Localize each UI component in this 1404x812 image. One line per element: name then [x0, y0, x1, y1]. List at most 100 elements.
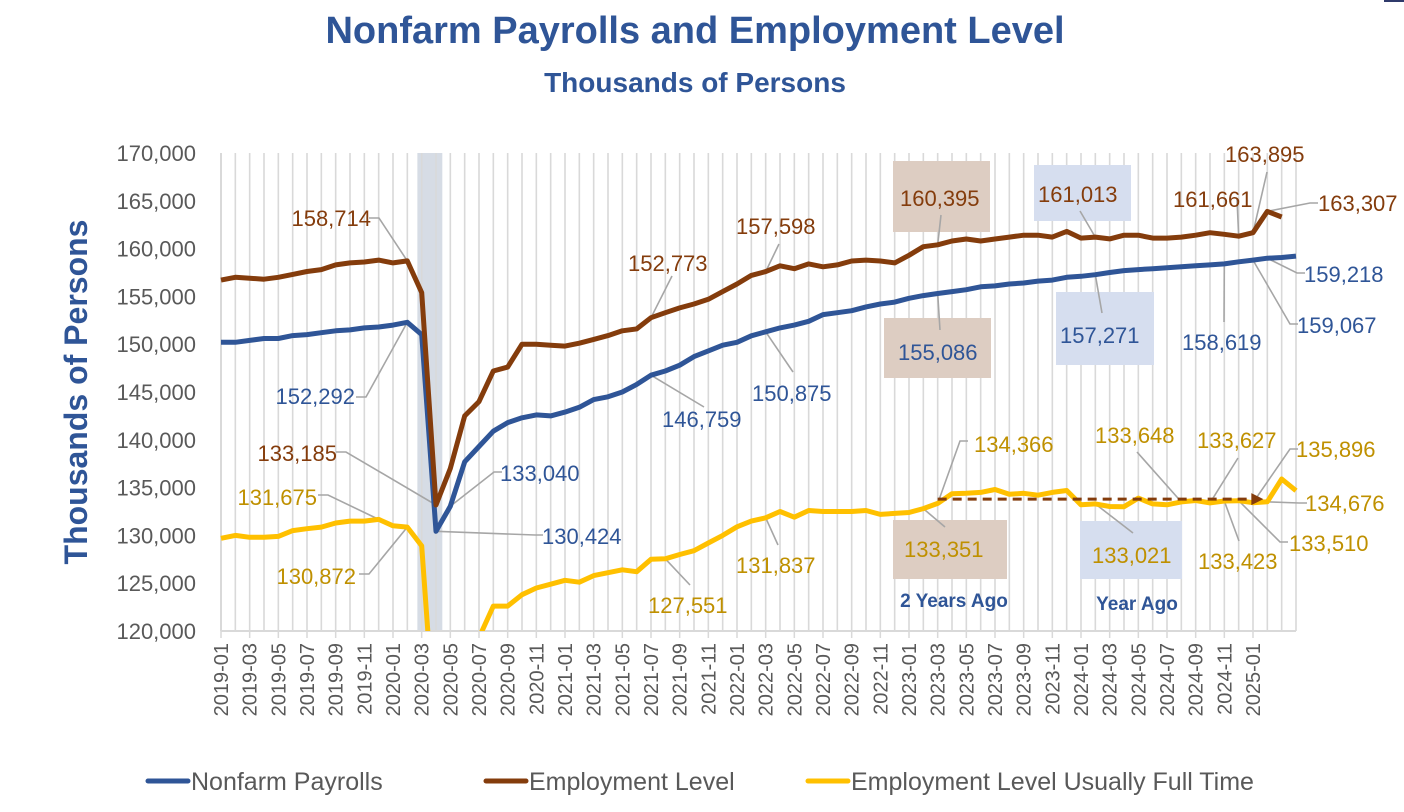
leader-line: [1223, 500, 1240, 542]
period-label: 2 Years Ago: [900, 591, 1008, 612]
data-labels: 158,714 152,292 133,185 131,675 130,872 133,0…: [237, 142, 1397, 618]
leader-line: [650, 374, 705, 408]
x-tick-label: 2019-01: [211, 643, 233, 716]
x-tick-label: 2024-01: [1071, 643, 1093, 716]
x-tick-label: 2021-01: [555, 643, 577, 716]
data-label: 127,551: [648, 593, 728, 618]
x-tick-label: 2020-09: [498, 643, 520, 716]
y-tick-label: 155,000: [116, 284, 196, 309]
x-tick-label: 2022-05: [784, 643, 806, 716]
y-tick-label: 150,000: [116, 332, 196, 357]
leader-line: [356, 321, 409, 398]
x-tick-label: 2024-11: [1214, 643, 1236, 715]
legend-label: Nonfarm Payrolls: [191, 768, 383, 796]
x-tick-label: 2024-07: [1157, 643, 1179, 716]
box-1y-employment: [1034, 165, 1131, 221]
x-tick-label: 2021-05: [612, 643, 634, 716]
x-tick-label: 2022-09: [842, 643, 864, 716]
reference-arrow: [937, 493, 1264, 506]
box-1y-payrolls: [1056, 292, 1154, 365]
leader-lines: [318, 171, 1318, 586]
leader-line: [369, 217, 408, 262]
leader-line: [1094, 503, 1134, 534]
x-tick-label: 2025-01: [1243, 643, 1265, 716]
data-label: 130,872: [276, 564, 356, 589]
period-label: Year Ago: [1096, 594, 1178, 615]
y-tick-label: 145,000: [116, 380, 196, 405]
box-2y-employment: [893, 161, 990, 232]
series-line-employment-level: [220, 208, 1283, 508]
x-tick-label: 2019-09: [326, 643, 348, 716]
leader-line: [936, 440, 968, 504]
data-label: 133,351: [904, 537, 984, 562]
data-label: 134,676: [1305, 491, 1385, 516]
leader-line: [765, 331, 794, 373]
data-label: 131,675: [237, 485, 317, 510]
leader-line: [922, 507, 946, 528]
y-tick-label: 130,000: [116, 523, 196, 548]
x-tick-label: 2020-11: [526, 643, 548, 715]
x-tick-label: 2019-07: [297, 643, 319, 716]
x-tick-label: 2021-11: [698, 643, 720, 715]
leader-line: [336, 451, 437, 506]
x-tick-label: 2024-09: [1186, 643, 1208, 716]
x-tick-label: 2022-07: [813, 643, 835, 716]
y-tick-label: 165,000: [116, 189, 196, 214]
data-label: 133,040: [500, 461, 580, 486]
y-tick-label: 140,000: [116, 428, 196, 453]
x-axis-ticks: 2019-01 2019-03 2019-05 2019-07 2019-09 2019-…: [211, 631, 1265, 716]
x-tick-label: 2023-11: [1042, 643, 1064, 715]
y-axis-ticks: 120,000 125,000 130,000 135,000 140,000 145,0…: [116, 141, 196, 644]
leader-line: [449, 471, 502, 507]
leader-line: [1252, 448, 1298, 504]
data-label: 160,395: [900, 186, 980, 211]
series-lines: [220, 208, 1298, 631]
legend: Nonfarm Payrolls Employment Level Employme…: [145, 768, 1254, 796]
reference-arrow-head: [1251, 493, 1264, 506]
leader-line: [936, 293, 941, 331]
data-label: 133,185: [257, 441, 337, 466]
data-label: 133,510: [1289, 531, 1369, 556]
x-tick-label: 2021-03: [584, 643, 606, 716]
leader-line: [359, 526, 408, 575]
box-2y-payrolls: [884, 318, 991, 378]
leader-line: [764, 517, 779, 546]
x-tick-label: 2023-09: [1014, 643, 1036, 716]
data-label: 133,648: [1095, 423, 1175, 448]
data-label: 131,837: [736, 553, 816, 578]
chart-title: Nonfarm Payrolls and Employment Level: [325, 10, 1064, 52]
x-tick-label: 2023-01: [899, 643, 921, 716]
leader-line: [318, 494, 380, 521]
leader-line: [664, 558, 691, 586]
x-tick-label: 2024-05: [1128, 643, 1150, 716]
leader-line: [1238, 500, 1288, 543]
leader-line: [650, 275, 673, 319]
y-axis-title: Thousands of Persons: [58, 220, 94, 565]
x-tick-label: 2022-01: [727, 643, 749, 716]
leader-line: [1252, 171, 1268, 233]
data-label: 150,875: [752, 381, 832, 406]
y-tick-label: 135,000: [116, 476, 196, 501]
x-tick-label: 2021-07: [641, 643, 663, 716]
data-label: 152,292: [275, 384, 355, 409]
x-tick-label: 2020-03: [412, 643, 434, 716]
leader-line: [1252, 259, 1298, 325]
x-tick-label: 2019-11: [354, 643, 376, 715]
y-tick-label: 120,000: [116, 619, 196, 644]
leader-line: [936, 214, 942, 245]
data-label: 161,013: [1038, 182, 1118, 207]
leader-line: [1094, 274, 1103, 314]
data-label: 163,895: [1225, 142, 1305, 167]
corner-mark: [1384, 0, 1404, 2]
x-tick-label: 2019-03: [240, 643, 262, 716]
highlight-boxes: [884, 161, 1182, 579]
leader-line: [1209, 457, 1239, 504]
data-label: 157,598: [736, 214, 816, 239]
leader-line: [764, 243, 780, 272]
leader-line: [1236, 198, 1240, 237]
data-label: 152,773: [628, 251, 708, 276]
leader-line: [435, 530, 543, 536]
y-tick-label: 125,000: [116, 571, 196, 596]
data-label: 163,307: [1318, 191, 1398, 216]
